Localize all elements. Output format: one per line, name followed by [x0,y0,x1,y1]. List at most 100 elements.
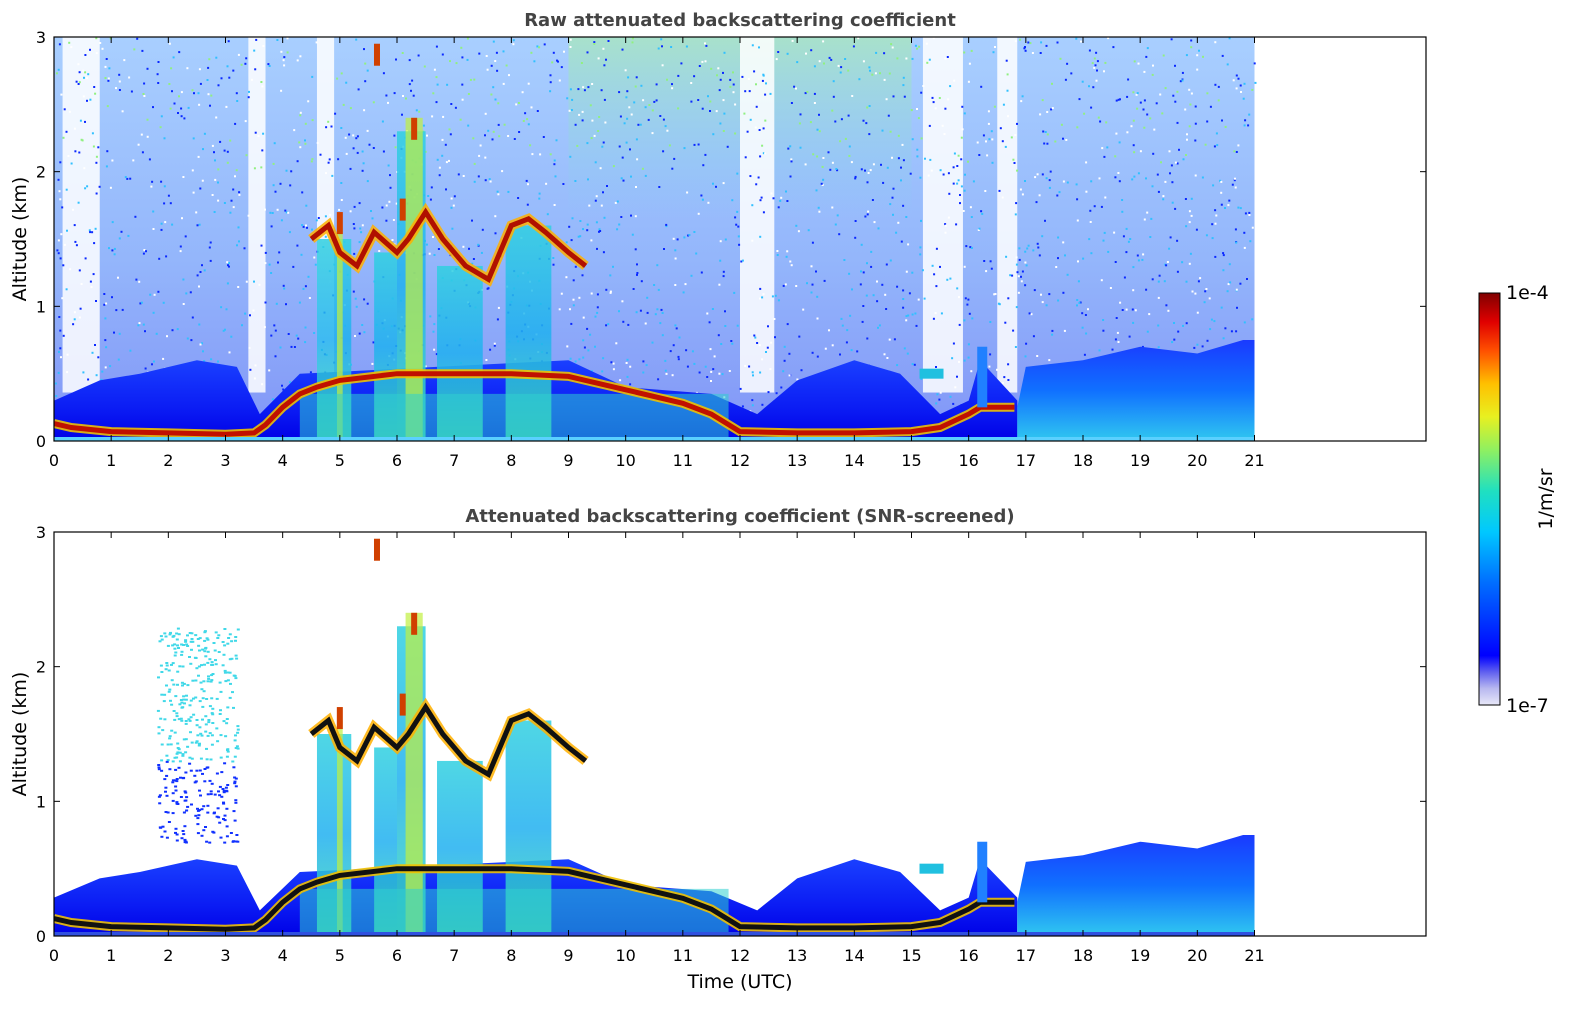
noise-speck [860,243,863,246]
echo-speck [196,809,200,812]
noise-speck [702,164,705,167]
echo-speck [163,778,167,781]
noise-speck [1057,257,1059,260]
noise-speck [897,134,900,137]
noise-speck [209,241,212,244]
noise-speck [1012,158,1015,161]
noise-speck [641,167,644,170]
noise-speck [467,93,470,95]
noise-speck [693,143,696,146]
noise-speck [697,212,700,215]
echo-speck [169,699,172,702]
echo-speck [184,738,188,741]
noise-speck [1143,99,1146,102]
noise-speck [549,90,552,93]
echo-speck [209,793,213,796]
noise-speck [661,334,664,337]
cloud-spike [411,612,418,635]
noise-speck [980,210,983,213]
noise-speck [574,360,577,363]
noise-speck [813,65,816,68]
echo-speck [173,643,177,646]
noise-speck [935,285,938,288]
x-tick-label: 1 [106,451,116,470]
noise-speck [245,154,248,157]
noise-speck [171,90,173,93]
noise-speck [993,293,996,296]
noise-speck [260,244,263,247]
noise-speck [829,168,832,171]
noise-speck [153,360,155,363]
panel-raw: Raw attenuated backscattering coefficien… [9,10,1427,470]
noise-speck [316,141,319,144]
noise-speck [1001,140,1004,143]
noise-speck [1007,363,1010,366]
noise-speck [481,228,484,231]
noise-speck [836,214,839,217]
echo-speck [230,657,234,660]
noise-speck [148,158,151,161]
noise-speck [932,37,935,40]
noise-speck [352,134,355,137]
noise-speck [1059,57,1062,60]
noise-speck [497,123,500,126]
echo-speck [204,826,207,828]
echo-speck [222,802,226,805]
cloud-spike [373,43,380,66]
noise-speck [1198,49,1200,52]
noise-speck [490,64,493,67]
echo-speck [160,835,164,838]
noise-speck [192,191,195,194]
noise-speck [609,274,612,277]
noise-speck [543,43,546,46]
echo-speck [204,646,208,649]
noise-speck [410,89,412,92]
noise-speck [949,395,952,398]
noise-speck [758,46,760,49]
noise-speck [1157,346,1160,349]
echo-speck [201,772,204,775]
noise-speck [325,172,327,175]
noise-speck [146,135,149,138]
noise-speck [480,251,483,254]
x-tick-label: 4 [278,946,288,965]
noise-speck [775,392,778,395]
echo-speck [194,814,198,817]
noise-speck [895,231,898,234]
echo-speck [183,702,186,705]
echo-speck [179,717,183,720]
noise-speck [1217,99,1220,102]
noise-speck [790,158,793,161]
echo-speck [198,726,202,729]
noise-speck [1041,173,1044,176]
echo-speck [159,717,163,720]
noise-speck [587,178,589,181]
noise-speck [648,104,651,106]
noise-speck [854,177,857,180]
noise-speck [962,210,965,212]
noise-speck [868,105,871,107]
noise-speck [626,90,629,93]
noise-speck [823,279,826,282]
aerosol-plume [977,346,988,408]
noise-speck [171,223,174,226]
noise-speck [687,234,690,237]
noise-speck [905,315,908,318]
noise-speck [362,162,365,165]
noise-speck [162,357,165,360]
noise-speck [942,173,945,176]
noise-speck [471,219,473,222]
noise-speck [813,92,816,95]
noise-speck [677,358,680,361]
noise-speck [822,178,825,181]
echo-speck [174,651,178,654]
noise-speck [635,138,638,141]
noise-speck [417,54,420,57]
echo-speck [203,630,207,633]
noise-speck [579,220,582,222]
noise-speck [170,67,173,70]
noise-speck [461,98,464,101]
echo-speck [219,836,223,839]
noise-speck [621,300,624,303]
noise-speck [1181,261,1184,264]
